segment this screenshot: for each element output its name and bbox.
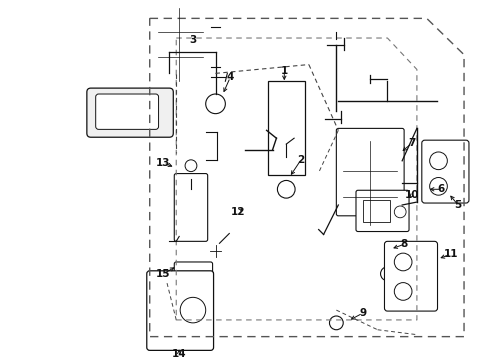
Circle shape <box>329 316 343 330</box>
Text: 12: 12 <box>231 207 245 217</box>
Text: 4: 4 <box>226 72 234 82</box>
FancyBboxPatch shape <box>174 262 213 293</box>
Text: 9: 9 <box>359 308 367 318</box>
Text: 2: 2 <box>297 155 305 165</box>
Circle shape <box>430 177 447 195</box>
Text: 6: 6 <box>438 184 445 194</box>
Circle shape <box>381 267 394 281</box>
FancyBboxPatch shape <box>96 94 159 129</box>
Circle shape <box>277 180 295 198</box>
Text: 11: 11 <box>444 249 459 259</box>
FancyBboxPatch shape <box>147 271 214 350</box>
FancyBboxPatch shape <box>87 88 173 137</box>
FancyBboxPatch shape <box>385 241 438 311</box>
FancyBboxPatch shape <box>422 140 469 203</box>
Text: 10: 10 <box>405 190 419 200</box>
Text: 5: 5 <box>455 200 462 210</box>
Text: 7: 7 <box>408 138 416 148</box>
FancyBboxPatch shape <box>356 190 409 231</box>
Text: 8: 8 <box>400 239 408 249</box>
Circle shape <box>180 297 206 323</box>
Circle shape <box>185 160 197 172</box>
Text: 14: 14 <box>172 349 187 359</box>
Circle shape <box>394 206 406 218</box>
Bar <box>363 200 391 222</box>
Bar <box>268 81 305 175</box>
Text: 13: 13 <box>156 158 171 168</box>
Circle shape <box>394 253 412 271</box>
Text: 1: 1 <box>281 66 288 76</box>
Text: 15: 15 <box>156 269 171 279</box>
Circle shape <box>206 94 225 114</box>
FancyBboxPatch shape <box>174 174 208 241</box>
Text: 3: 3 <box>189 35 196 45</box>
FancyBboxPatch shape <box>336 129 404 216</box>
Circle shape <box>430 152 447 170</box>
Circle shape <box>394 283 412 300</box>
